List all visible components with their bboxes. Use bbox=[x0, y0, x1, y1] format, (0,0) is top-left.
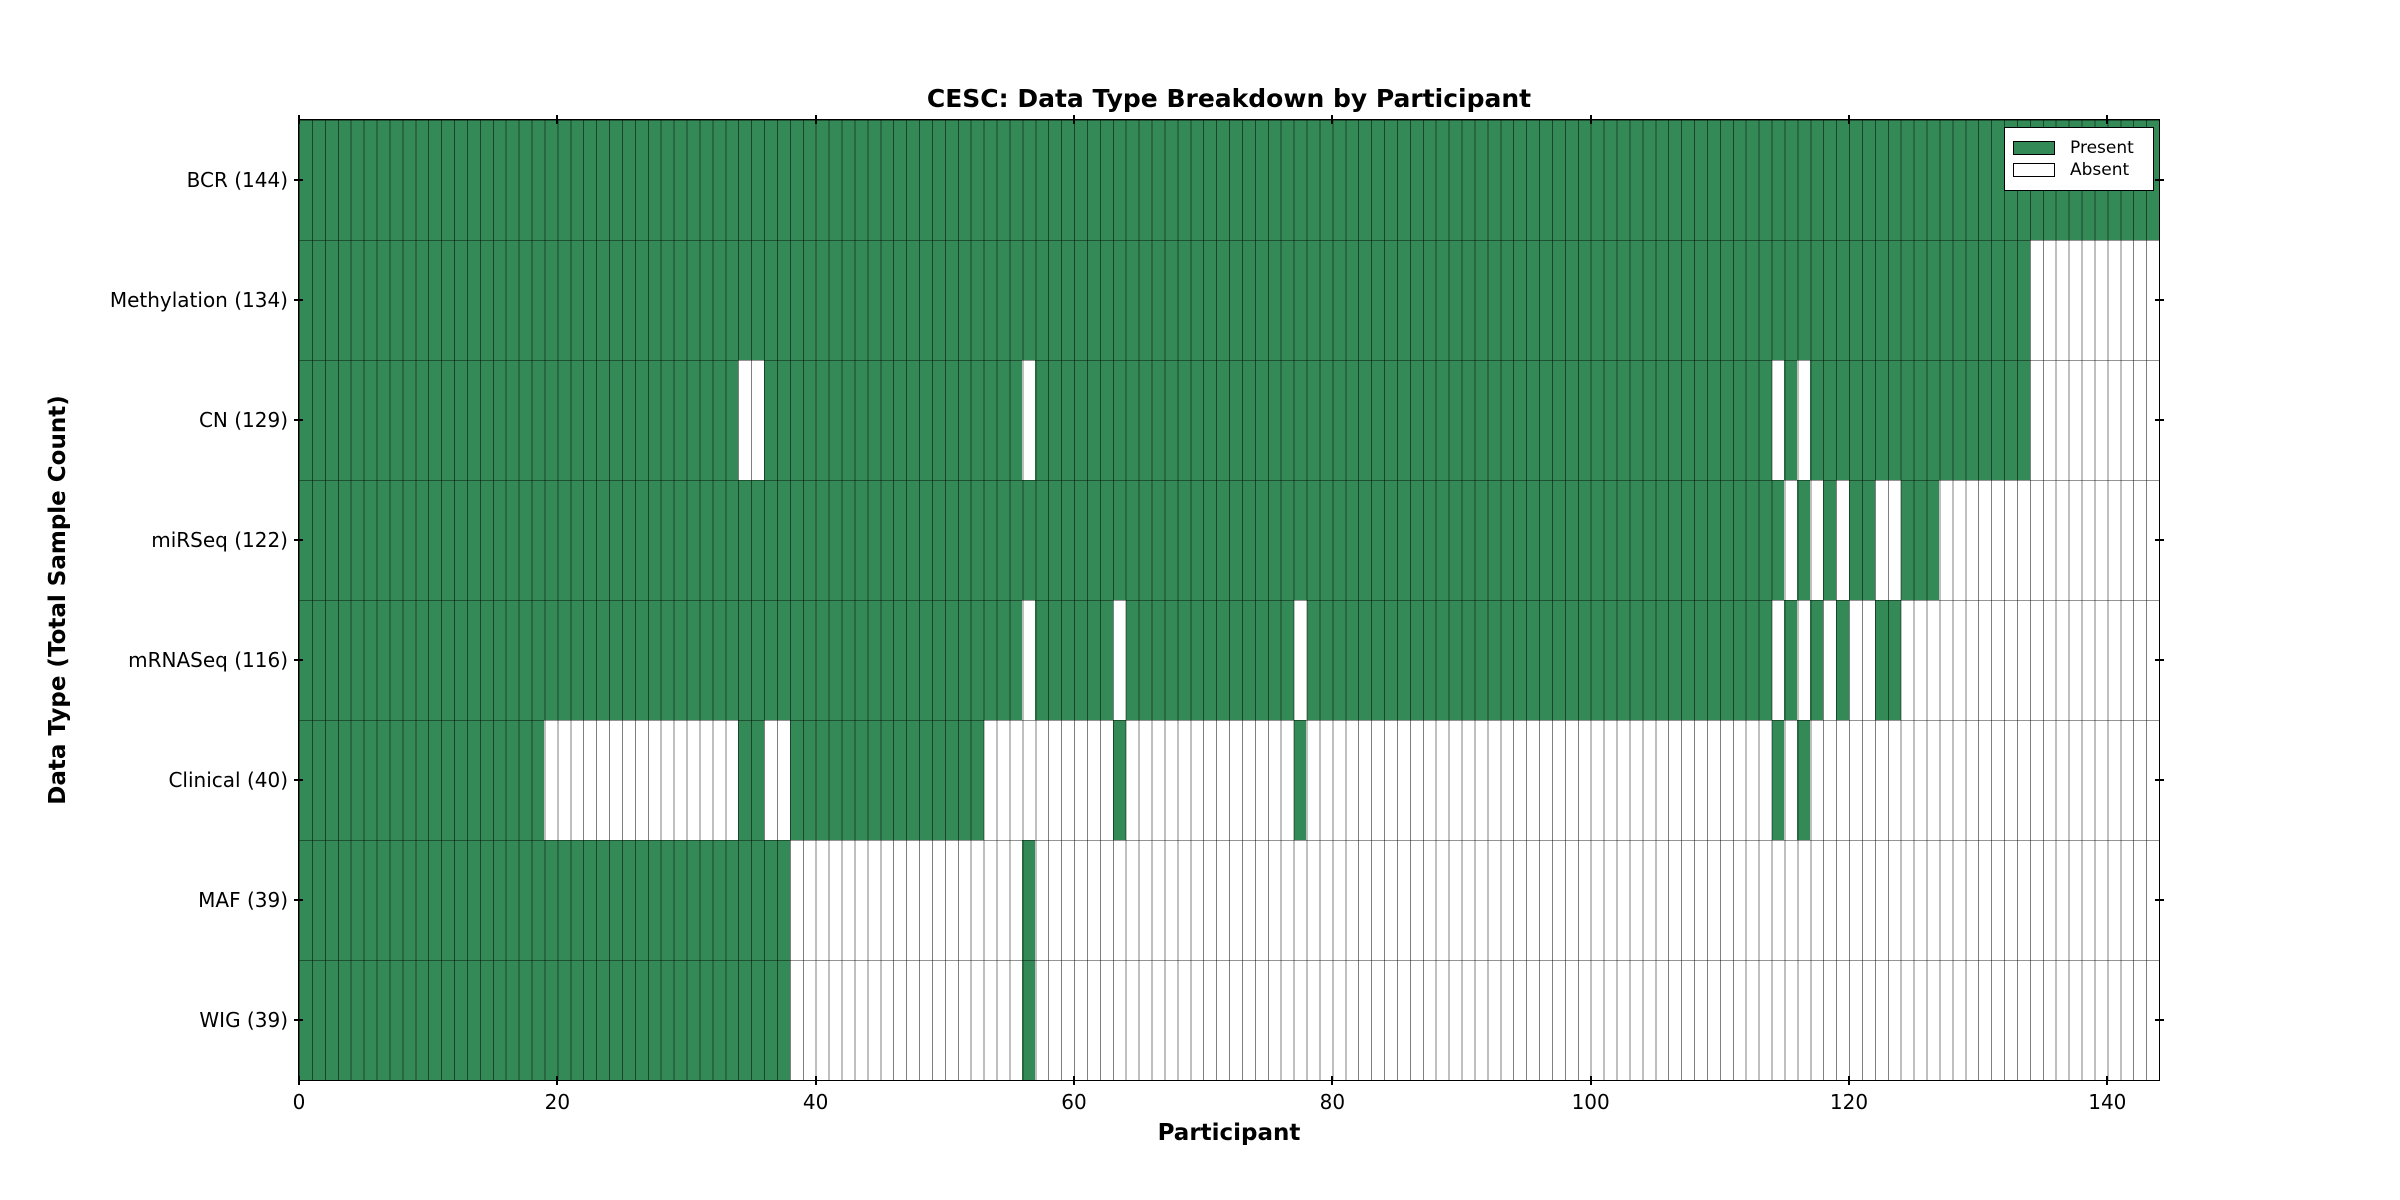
tick-mark bbox=[1073, 1076, 1075, 1085]
tick-mark bbox=[814, 1076, 817, 1085]
y-axis-label: CN (129) bbox=[198, 408, 288, 432]
tick-mark bbox=[294, 299, 303, 301]
plot-area bbox=[298, 119, 2160, 1081]
y-axis-label: miRSeq (122) bbox=[151, 528, 288, 552]
tick-mark bbox=[294, 1019, 303, 1021]
tick-mark bbox=[556, 115, 559, 124]
tick-mark bbox=[294, 539, 303, 541]
tick-mark bbox=[298, 1076, 300, 1085]
x-tick-label: 20 bbox=[544, 1090, 571, 1114]
tick-mark bbox=[2155, 899, 2164, 901]
x-tick-label: 120 bbox=[1829, 1090, 1869, 1114]
tick-mark bbox=[2155, 179, 2164, 181]
tick-mark bbox=[1073, 115, 1075, 124]
tick-mark bbox=[294, 419, 303, 421]
y-axis-label: Clinical (40) bbox=[168, 768, 288, 792]
tick-mark bbox=[2155, 779, 2164, 781]
tick-mark bbox=[2155, 1019, 2164, 1021]
tick-mark bbox=[2155, 299, 2164, 301]
tick-mark bbox=[294, 779, 303, 781]
x-tick-label: 100 bbox=[1571, 1090, 1610, 1114]
legend-swatch-absent-icon bbox=[2013, 163, 2055, 177]
tick-mark bbox=[1331, 1076, 1334, 1085]
tick-mark bbox=[1848, 115, 1850, 124]
tick-mark bbox=[814, 115, 817, 124]
tick-mark bbox=[2155, 659, 2164, 661]
legend-entry-absent: Absent bbox=[2013, 159, 2153, 180]
x-tick-label: 80 bbox=[1319, 1090, 1346, 1114]
y-axis-label: mRNASeq (116) bbox=[128, 648, 288, 672]
chart-title: CESC: Data Type Breakdown by Participant bbox=[926, 84, 1532, 113]
tick-mark bbox=[2106, 115, 2109, 124]
x-tick-label: 60 bbox=[1061, 1090, 1087, 1114]
legend: Present Absent bbox=[2004, 127, 2154, 191]
legend-entry-present: Present bbox=[2013, 137, 2153, 158]
tick-mark bbox=[1589, 115, 1592, 124]
tick-mark bbox=[1331, 115, 1334, 124]
tick-mark bbox=[2155, 539, 2164, 541]
legend-label-absent: Absent bbox=[2070, 159, 2130, 180]
y-axis-title: Data Type (Total Sample Count) bbox=[45, 395, 71, 805]
tick-mark bbox=[1589, 1076, 1592, 1085]
legend-swatch-present-icon bbox=[2013, 141, 2055, 155]
grid-overlay bbox=[299, 120, 2159, 1080]
x-tick-label: 140 bbox=[2088, 1090, 2127, 1114]
y-axis-label: Methylation (134) bbox=[109, 288, 288, 312]
tick-mark bbox=[298, 115, 300, 124]
tick-mark bbox=[1848, 1076, 1850, 1085]
tick-mark bbox=[294, 659, 303, 661]
tick-mark bbox=[294, 899, 303, 901]
y-axis-label: BCR (144) bbox=[186, 168, 288, 192]
legend-label-present: Present bbox=[2070, 137, 2134, 158]
tick-mark bbox=[294, 179, 303, 181]
x-axis-title: Participant bbox=[1157, 1120, 1301, 1146]
tick-mark bbox=[556, 1076, 559, 1085]
x-tick-label: 40 bbox=[802, 1090, 829, 1114]
y-axis-label: WIG (39) bbox=[199, 1008, 288, 1032]
x-tick-label: 0 bbox=[292, 1090, 306, 1114]
tick-mark bbox=[2155, 419, 2164, 421]
y-axis-label: MAF (39) bbox=[198, 888, 288, 912]
tick-mark bbox=[2106, 1076, 2109, 1085]
